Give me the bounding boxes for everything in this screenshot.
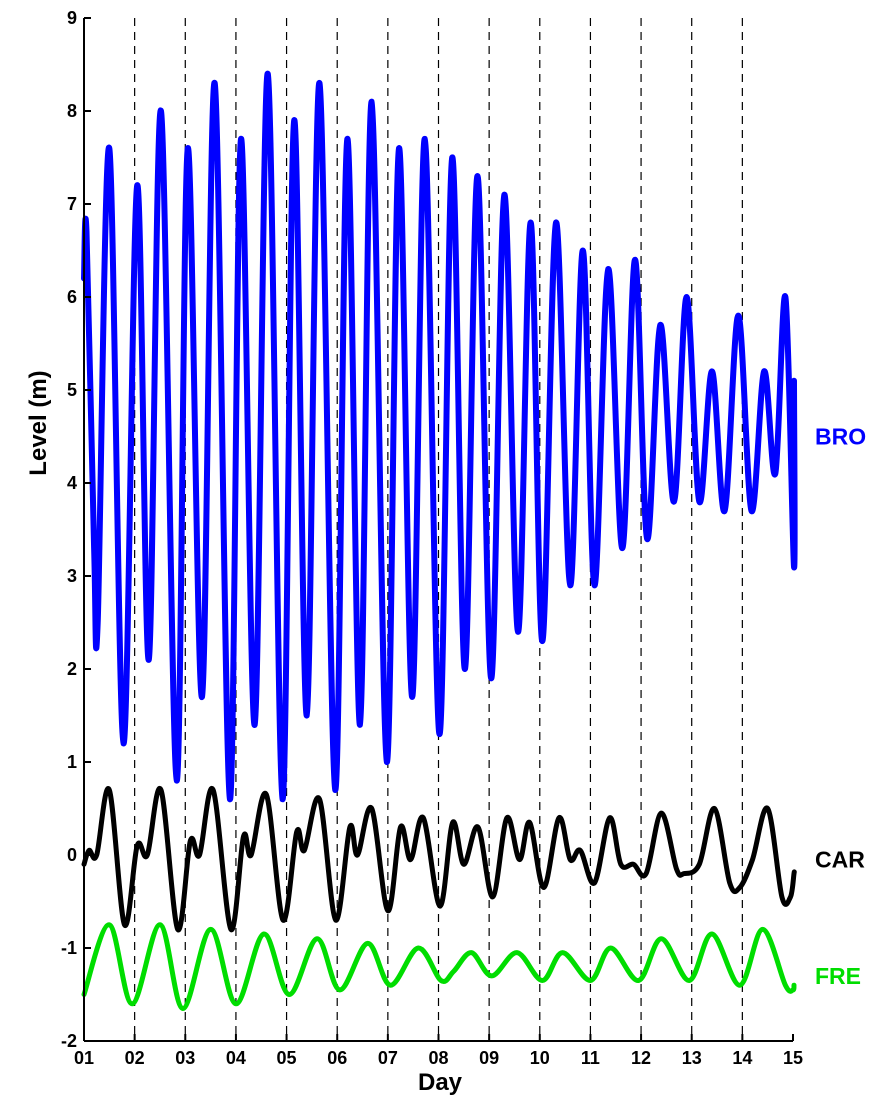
y-tick-label: -1	[61, 938, 77, 958]
y-tick-label: -2	[61, 1031, 77, 1051]
x-tick-label: 12	[631, 1048, 651, 1068]
series-line-car	[81, 785, 797, 933]
x-axis-title: Day	[418, 1069, 463, 1096]
series-line-fre	[81, 922, 797, 1012]
y-tick-label: 2	[67, 659, 77, 679]
y-tick-label: 4	[67, 473, 77, 493]
x-tick-label: 04	[226, 1048, 246, 1068]
y-axis-title: Level (m)	[25, 370, 52, 475]
axes	[83, 17, 794, 1042]
x-tick-label: 08	[428, 1048, 448, 1068]
x-tick-label: 06	[327, 1048, 347, 1068]
series-labels: BRO CAR FRE	[815, 424, 866, 989]
series-lines	[81, 70, 798, 1012]
y-tick-label: 0	[67, 845, 77, 865]
y-tick-label: 9	[67, 8, 77, 28]
x-tick-label: 09	[479, 1048, 499, 1068]
x-tick-label: 05	[277, 1048, 297, 1068]
x-tick-label: 10	[530, 1048, 550, 1068]
x-tick-label: 15	[783, 1048, 803, 1068]
x-tick-label: 14	[732, 1048, 752, 1068]
x-tick-label: 01	[74, 1048, 94, 1068]
y-tick-labels: -2 -1 0 1 2 3 4 5 6 7 8 9	[61, 8, 77, 1051]
x-tick-labels: 01 02 03 04 05 06 07 08 09 10 11 12 13 14 15	[74, 1048, 803, 1068]
x-tick-label: 11	[581, 1048, 600, 1068]
series-line-bro	[81, 70, 798, 803]
y-tick-label: 1	[67, 752, 77, 772]
series-label-car: CAR	[815, 847, 865, 873]
y-tick-label: 6	[67, 287, 77, 307]
series-label-bro: BRO	[815, 424, 866, 450]
x-tick-label: 07	[378, 1048, 398, 1068]
x-tick-label: 03	[175, 1048, 195, 1068]
y-tick-label: 5	[67, 380, 77, 400]
x-tick-label: 13	[682, 1048, 702, 1068]
y-tick-label: 7	[67, 194, 77, 214]
x-tick-label: 02	[125, 1048, 145, 1068]
y-tick-label: 3	[67, 566, 77, 586]
series-label-fre: FRE	[815, 963, 861, 989]
y-tick-label: 8	[67, 101, 77, 121]
